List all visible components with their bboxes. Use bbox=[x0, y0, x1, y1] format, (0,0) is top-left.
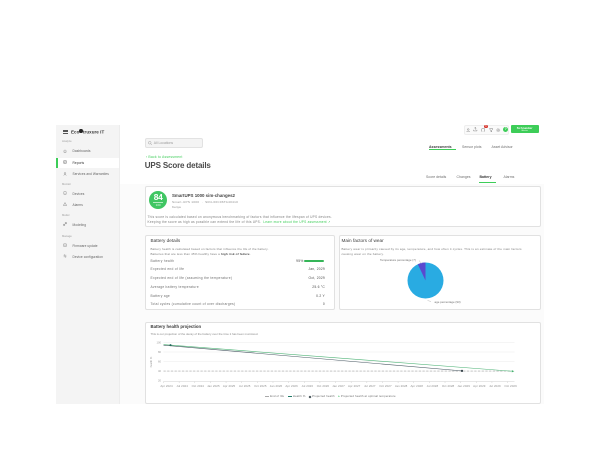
svg-text:60: 60 bbox=[158, 360, 161, 364]
svg-text:Oct 2029: Oct 2029 bbox=[504, 384, 517, 388]
svg-text:health %: health % bbox=[149, 356, 153, 367]
svg-text:Apr 2026: Apr 2026 bbox=[285, 384, 298, 388]
svg-text:Jul 2024: Jul 2024 bbox=[176, 384, 188, 388]
svg-text:80: 80 bbox=[158, 350, 161, 354]
svg-text:Jul 2027: Jul 2027 bbox=[364, 384, 376, 388]
svg-text:Oct 2028: Oct 2028 bbox=[441, 384, 454, 388]
svg-text:Oct 2027: Oct 2027 bbox=[379, 384, 392, 388]
svg-text:Jul 2025: Jul 2025 bbox=[238, 384, 250, 388]
svg-text:Oct 2025: Oct 2025 bbox=[254, 384, 267, 388]
svg-text:Oct 2024: Oct 2024 bbox=[191, 384, 204, 388]
svg-text:Oct 2026: Oct 2026 bbox=[316, 384, 329, 388]
svg-text:Jan 2029: Jan 2029 bbox=[457, 384, 470, 388]
svg-text:Jan 2027: Jan 2027 bbox=[332, 384, 345, 388]
svg-text:Jan 2026: Jan 2026 bbox=[269, 384, 282, 388]
svg-text:Jan 2025: Jan 2025 bbox=[207, 384, 220, 388]
svg-text:Jul 2029: Jul 2029 bbox=[489, 384, 501, 388]
svg-text:Apr 2024: Apr 2024 bbox=[160, 384, 173, 388]
svg-text:20: 20 bbox=[158, 379, 161, 383]
svg-text:Apr 2025: Apr 2025 bbox=[222, 384, 235, 388]
svg-text:Apr 2029: Apr 2029 bbox=[473, 384, 486, 388]
svg-text:Apr 2027: Apr 2027 bbox=[347, 384, 360, 388]
svg-text:40: 40 bbox=[158, 369, 161, 373]
svg-text:Jan 2028: Jan 2028 bbox=[394, 384, 407, 388]
svg-text:100: 100 bbox=[156, 340, 161, 344]
svg-text:Jul 2026: Jul 2026 bbox=[301, 384, 313, 388]
svg-text:Apr 2028: Apr 2028 bbox=[410, 384, 423, 388]
svg-text:Jul 2028: Jul 2028 bbox=[426, 384, 438, 388]
